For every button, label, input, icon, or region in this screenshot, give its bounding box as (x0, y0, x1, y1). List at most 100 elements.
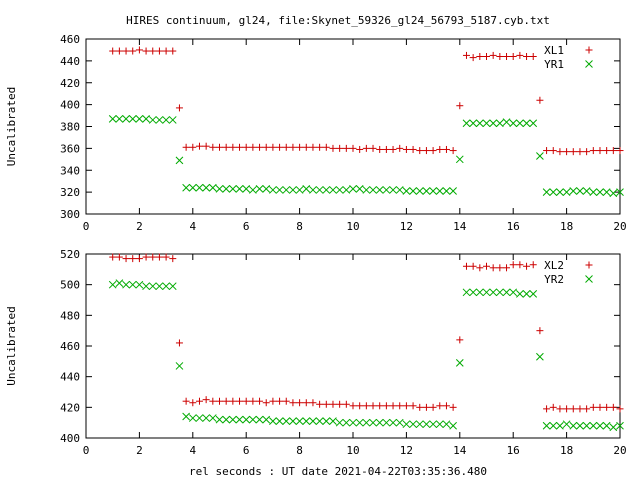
data-point (469, 262, 477, 270)
data-point (436, 402, 444, 410)
series-yr2 (108, 279, 624, 432)
data-point (309, 399, 317, 407)
data-point (182, 412, 190, 421)
data-point (602, 188, 611, 196)
lower-panel: 0 2 4 6 8 10 12 14 16 18 20 400 420 440 460 480 500 520 Un… (5, 248, 627, 457)
data-point (242, 143, 250, 151)
x-tick-label: 18 (560, 444, 573, 457)
data-point (549, 403, 557, 411)
data-point (415, 420, 424, 429)
data-point (269, 143, 277, 151)
data-point (462, 119, 471, 128)
data-point (375, 418, 384, 427)
data-point (509, 119, 518, 128)
x-tick-label: 14 (453, 220, 467, 233)
data-point (276, 397, 284, 405)
data-point (275, 417, 284, 425)
data-point (603, 403, 611, 411)
data-point (342, 400, 350, 408)
data-point (395, 186, 404, 194)
data-point (322, 186, 331, 194)
data-point (182, 183, 190, 192)
y-tick-label: 380 (60, 121, 80, 134)
plot-frame (85, 38, 621, 215)
data-point (122, 47, 130, 55)
data-point (529, 290, 538, 298)
data-point (576, 421, 584, 430)
data-point (335, 418, 344, 427)
data-point (356, 402, 364, 410)
data-point (523, 53, 531, 60)
data-point (322, 417, 331, 425)
data-point (482, 288, 491, 297)
data-point (409, 420, 417, 429)
data-point (516, 290, 524, 298)
data-point (142, 253, 150, 261)
data-point (516, 261, 524, 269)
data-point (109, 253, 117, 261)
data-point (576, 187, 584, 195)
data-point (476, 53, 484, 60)
y-tick-label: 400 (60, 432, 80, 445)
data-point (455, 359, 464, 367)
data-point (609, 189, 618, 198)
data-point (362, 418, 371, 427)
data-point (502, 288, 511, 297)
data-point (489, 264, 497, 272)
data-point (108, 280, 117, 289)
data-point (275, 186, 284, 194)
data-point (315, 417, 324, 425)
data-point (582, 187, 591, 195)
upper-panel: 0 2 4 6 8 10 12 14 16 18 20 300 320 340 360 380 400 420 44… (5, 33, 627, 233)
data-point (202, 414, 211, 422)
legend-marker (585, 275, 593, 283)
y-tick-label: 420 (60, 401, 80, 414)
data-point (563, 405, 571, 413)
data-point (402, 402, 410, 410)
x-tick-label: 2 (136, 220, 143, 233)
data-point (389, 186, 397, 194)
data-point (342, 186, 351, 194)
data-point (489, 119, 498, 128)
data-point (382, 418, 391, 427)
data-point (222, 397, 230, 405)
data-point (442, 187, 451, 195)
data-point (436, 145, 444, 153)
data-point (302, 417, 311, 425)
data-point (469, 119, 478, 128)
data-point (129, 47, 137, 55)
data-point (122, 114, 130, 123)
data-point (195, 183, 204, 192)
data-point (302, 184, 311, 193)
data-point (249, 186, 257, 194)
y-tick-label: 300 (60, 208, 80, 221)
data-point (329, 417, 337, 425)
data-point (228, 184, 237, 193)
data-point (295, 417, 304, 425)
x-tick-label: 10 (346, 444, 359, 457)
data-point (376, 402, 384, 410)
data-point (195, 142, 203, 150)
data-point (262, 184, 271, 193)
data-point (616, 147, 624, 155)
data-point (483, 262, 490, 270)
data-point (282, 397, 290, 405)
data-point (316, 143, 324, 151)
data-point (369, 418, 377, 427)
legend-marker (585, 46, 593, 54)
data-point (296, 143, 304, 151)
data-point (409, 402, 417, 410)
data-point (602, 421, 611, 430)
data-point (269, 186, 277, 194)
data-point (415, 187, 424, 195)
data-point (382, 145, 390, 153)
data-point (589, 147, 597, 155)
data-point (242, 184, 251, 193)
data-point (148, 116, 157, 124)
data-point (516, 119, 524, 128)
data-point (542, 188, 551, 196)
series-yr1 (108, 114, 624, 198)
data-point (569, 405, 577, 413)
data-point (276, 143, 284, 151)
data-point (255, 415, 264, 424)
